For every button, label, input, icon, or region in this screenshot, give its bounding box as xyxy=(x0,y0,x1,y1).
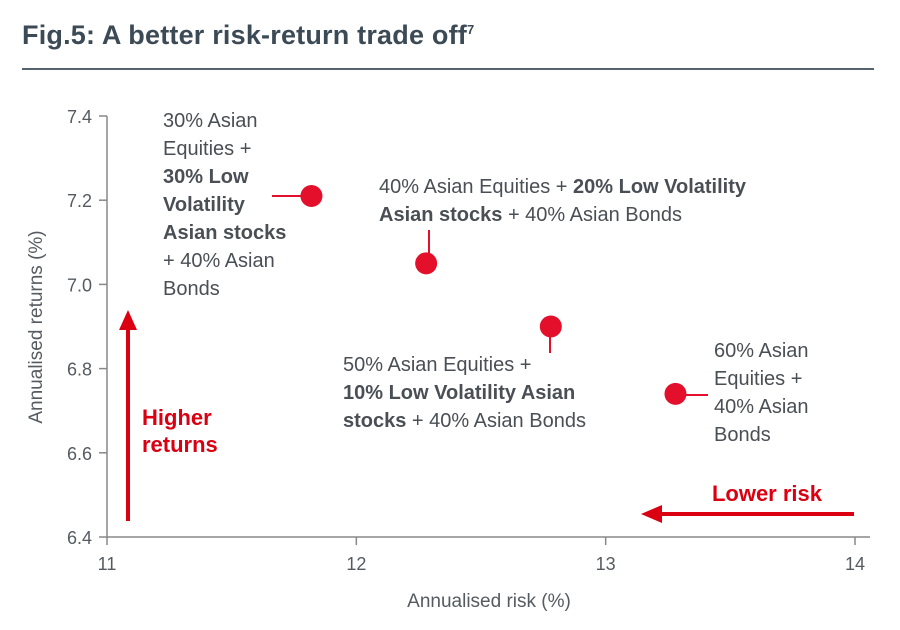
x-axis-title: Annualised risk (%) xyxy=(407,591,571,612)
data-point-3 xyxy=(539,315,562,338)
title-divider xyxy=(22,68,874,70)
data-point-2 xyxy=(415,252,438,275)
data-point-1 xyxy=(300,184,323,207)
x-tick-label: 12 xyxy=(346,554,366,574)
point-label-1: 30% Asian Equities + 30% Low Volatility … xyxy=(163,110,292,300)
y-tick-label: 6.8 xyxy=(67,360,92,380)
y-tick-label: 7.0 xyxy=(67,275,92,295)
y-tick-label: 6.4 xyxy=(67,528,92,548)
axis-ticks: 11 12 13 14 6.4 6.6 6.8 7.0 7.2 7.4 xyxy=(67,107,865,574)
higher-returns-arrowhead xyxy=(119,310,137,330)
chart-title: Fig.5: A better risk-return trade off7 xyxy=(22,20,474,51)
x-tick-label: 11 xyxy=(98,554,117,574)
point-label-4: 60% Asian Equities + 40% Asian Bonds xyxy=(714,340,814,446)
y-axis-title: Annualised returns (%) xyxy=(26,230,47,423)
y-tick-label: 7.4 xyxy=(67,107,92,127)
point-label-3: 50% Asian Equities + 10% Low Volatility … xyxy=(343,354,586,432)
data-points xyxy=(300,184,687,405)
chart-title-text: Fig.5: A better risk-return trade off xyxy=(22,20,467,50)
x-tick-label: 14 xyxy=(845,554,865,574)
higher-returns-label: Higher returns xyxy=(142,405,218,457)
data-point-4 xyxy=(664,382,687,405)
lower-risk-label: Lower risk xyxy=(712,481,823,506)
x-tick-label: 13 xyxy=(596,554,616,574)
y-tick-label: 7.2 xyxy=(67,191,92,211)
y-tick-label: 6.6 xyxy=(67,444,92,464)
lower-risk-arrowhead xyxy=(641,505,662,523)
point-label-2: 40% Asian Equities + 20% Low Volatility … xyxy=(379,176,752,226)
title-footnote-ref: 7 xyxy=(466,22,475,37)
